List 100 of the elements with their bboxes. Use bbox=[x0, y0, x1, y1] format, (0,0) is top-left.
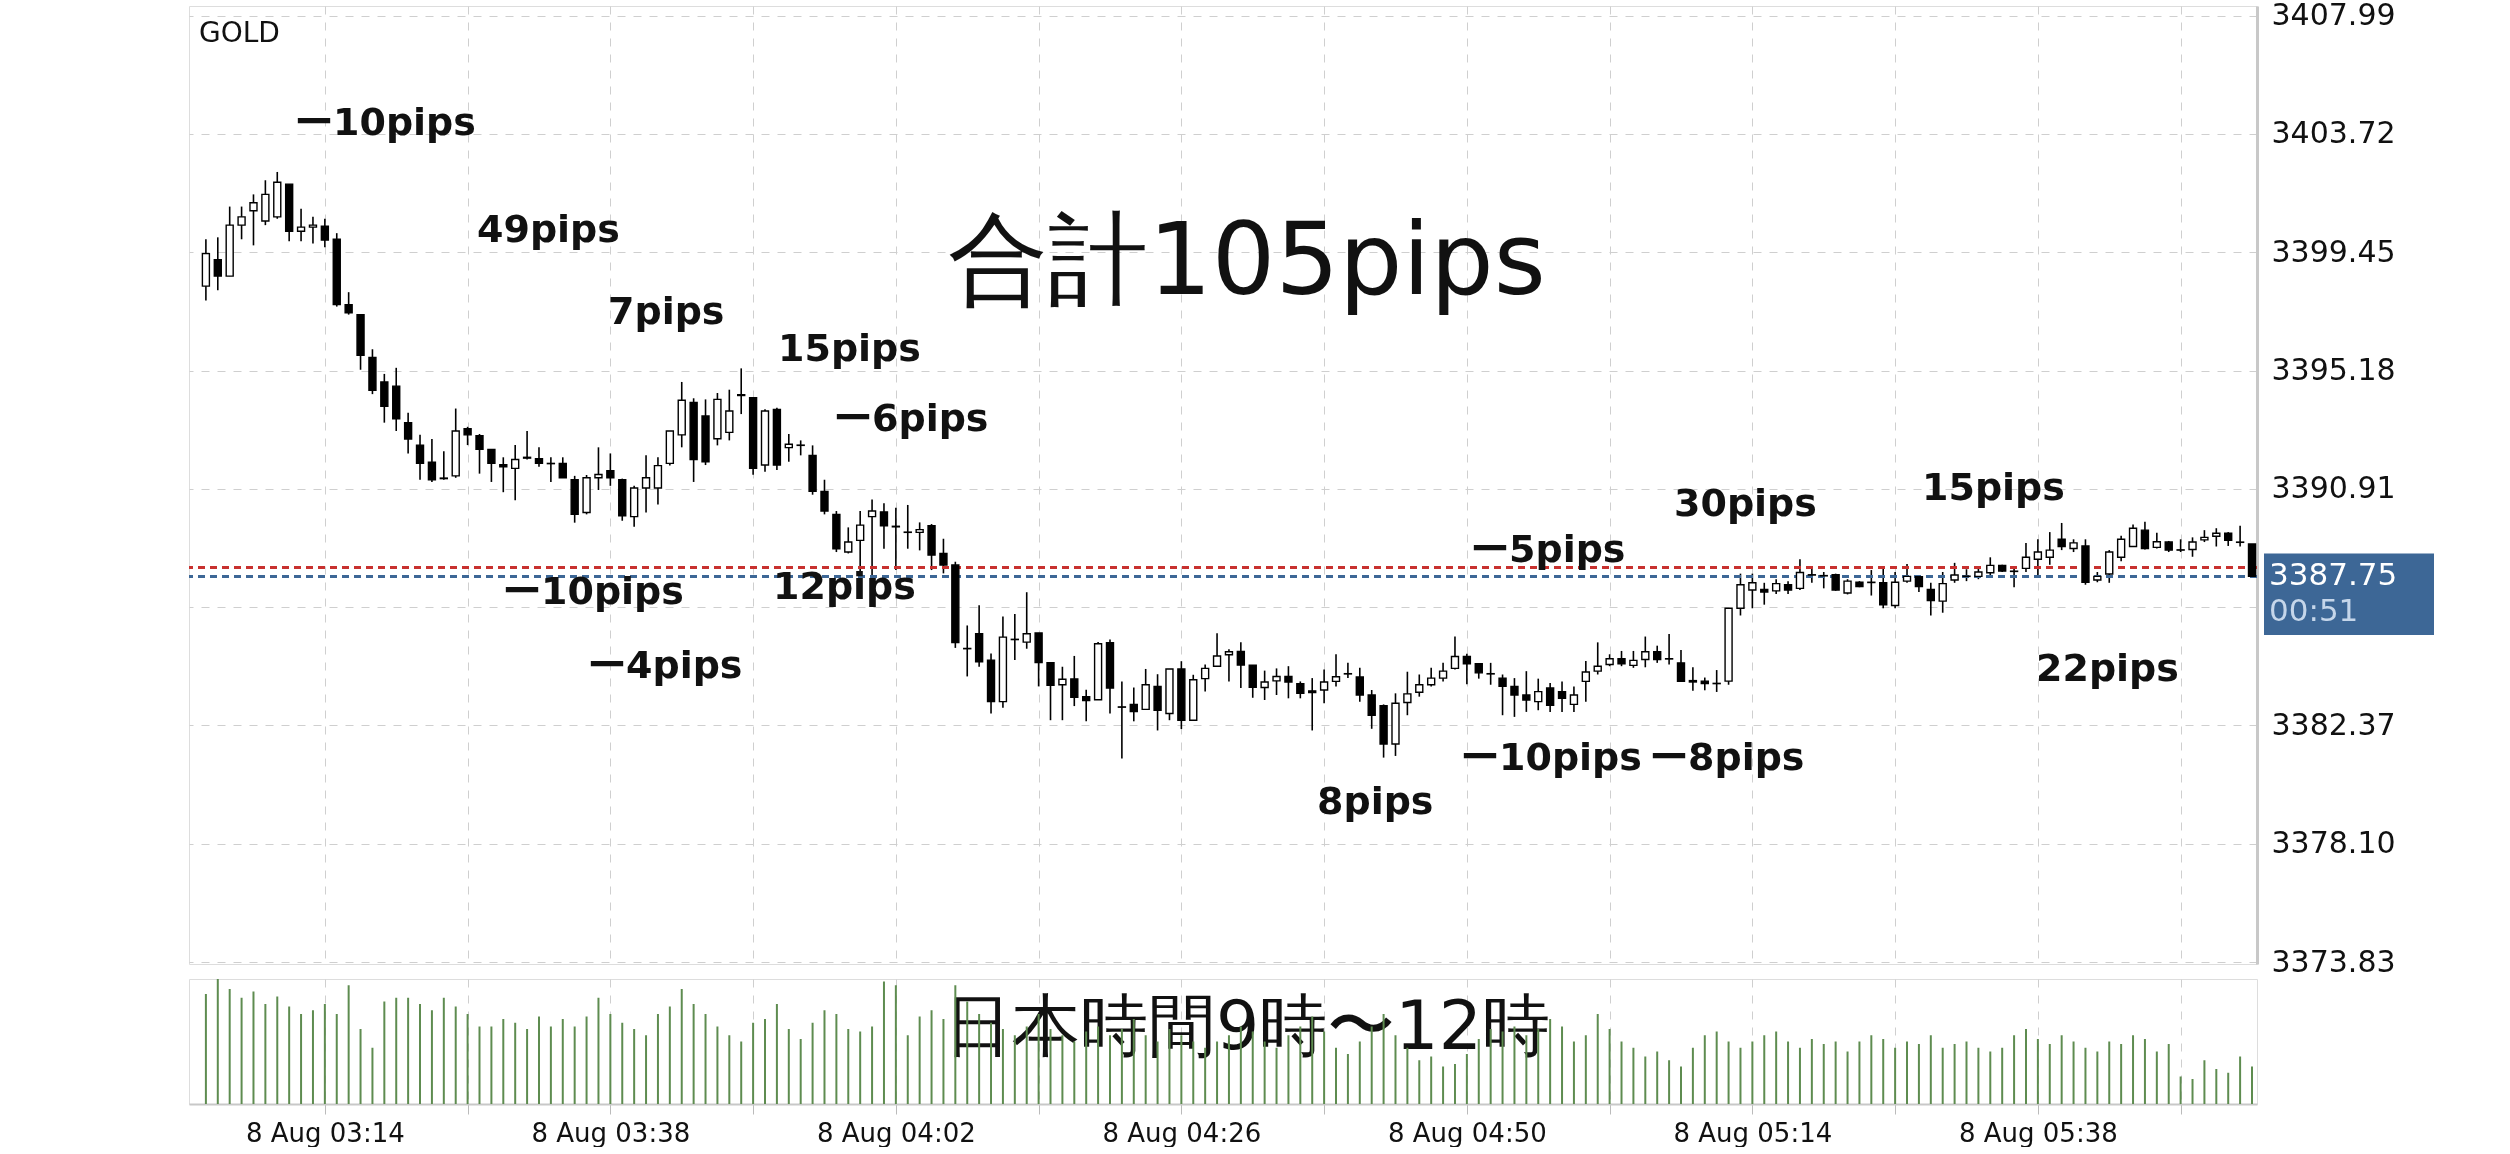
annotation: ー10pips bbox=[503, 569, 684, 614]
bar bbox=[1906, 1041, 1909, 1104]
bar bbox=[1477, 1039, 1480, 1104]
bar bbox=[787, 1029, 790, 1104]
bar bbox=[2215, 1069, 2218, 1104]
bar bbox=[1953, 1044, 1956, 1104]
candlestick bbox=[844, 526, 853, 555]
bar bbox=[1941, 1047, 1944, 1104]
candlestick bbox=[296, 207, 306, 243]
candlestick bbox=[320, 217, 330, 249]
bar bbox=[311, 1010, 314, 1104]
bar bbox=[597, 997, 600, 1104]
x-tick-label: 8 Aug 03:14 bbox=[245, 1117, 405, 1148]
bar bbox=[1787, 1041, 1790, 1104]
bar bbox=[930, 1010, 933, 1104]
bar bbox=[359, 1029, 362, 1104]
bar bbox=[442, 997, 445, 1104]
bar bbox=[2013, 1035, 2016, 1104]
candlestick bbox=[534, 446, 544, 468]
bar bbox=[1430, 1056, 1433, 1104]
annotation: 49pips bbox=[477, 207, 620, 252]
candlestick bbox=[1272, 667, 1281, 696]
candlestick bbox=[1510, 677, 1519, 718]
bar bbox=[2096, 1051, 2099, 1104]
x-tick-label: 8 Aug 04:02 bbox=[816, 1117, 976, 1148]
candlestick bbox=[1819, 571, 1828, 590]
bar bbox=[383, 1001, 386, 1104]
candlestick bbox=[1522, 670, 1531, 713]
candlestick bbox=[939, 537, 948, 575]
bar bbox=[1917, 1044, 1920, 1104]
candlestick bbox=[1331, 653, 1341, 688]
candlestick bbox=[1308, 677, 1317, 732]
bar bbox=[764, 1019, 767, 1104]
x-tick-label: 8 Aug 03:38 bbox=[531, 1117, 691, 1148]
bar bbox=[490, 1026, 493, 1104]
candlestick bbox=[1224, 648, 1234, 683]
bar bbox=[1644, 1056, 1647, 1104]
bar bbox=[1763, 1035, 1766, 1104]
candlestick bbox=[641, 454, 651, 514]
candlestick bbox=[1343, 662, 1353, 679]
ref-line-label: 3387.75 bbox=[2269, 556, 2398, 593]
annotation: ー10pips bbox=[295, 100, 476, 145]
bar bbox=[2120, 1044, 2123, 1104]
bar bbox=[942, 1019, 945, 1104]
candlestick bbox=[463, 426, 472, 446]
candlestick bbox=[1688, 666, 1698, 692]
candlestick bbox=[1593, 641, 1602, 676]
bar bbox=[633, 1029, 636, 1104]
bar bbox=[549, 1026, 552, 1104]
annotation: 15pips bbox=[1922, 464, 2065, 509]
bar bbox=[1798, 1047, 1801, 1104]
candlestick bbox=[1438, 662, 1448, 683]
annotation: 15pips bbox=[778, 326, 921, 371]
candlestick bbox=[1676, 649, 1686, 683]
bar bbox=[716, 1026, 719, 1104]
annotation: ー5pips bbox=[1471, 526, 1626, 571]
bar bbox=[1870, 1035, 1873, 1104]
bar bbox=[1739, 1047, 1742, 1104]
bar bbox=[1775, 1031, 1778, 1104]
bar bbox=[395, 997, 398, 1104]
candlestick bbox=[1760, 581, 1769, 606]
candlestick bbox=[1022, 591, 1031, 650]
bar bbox=[1894, 1047, 1897, 1104]
bar bbox=[1989, 1051, 1992, 1104]
bar bbox=[2155, 1051, 2158, 1104]
candlestick bbox=[1260, 669, 1269, 701]
candlestick bbox=[2235, 524, 2245, 548]
candlestick bbox=[2116, 534, 2126, 562]
bar bbox=[1406, 1047, 1409, 1104]
candlestick bbox=[1153, 673, 1162, 732]
bar bbox=[1977, 1047, 1980, 1104]
candlestick bbox=[903, 504, 912, 550]
candlestick bbox=[2105, 549, 2114, 584]
x-tick-label: 8 Aug 05:14 bbox=[1673, 1117, 1833, 1148]
bar bbox=[835, 1014, 838, 1104]
y-tick-label: 3399.45 bbox=[2271, 233, 2396, 269]
bar bbox=[859, 1031, 862, 1104]
annotation: ー8pips bbox=[1650, 735, 1805, 780]
bar bbox=[621, 1022, 624, 1104]
candlestick bbox=[891, 506, 901, 571]
bar bbox=[323, 1004, 326, 1104]
candlestick bbox=[1902, 563, 1912, 584]
bar bbox=[288, 1006, 291, 1104]
bar bbox=[609, 1014, 612, 1104]
candlestick bbox=[1545, 682, 1555, 713]
bar bbox=[228, 989, 231, 1104]
bar bbox=[1679, 1066, 1682, 1104]
bar bbox=[1715, 1031, 1718, 1104]
bar bbox=[2108, 1041, 2111, 1104]
candlestick bbox=[1486, 662, 1495, 686]
candlestick bbox=[1200, 663, 1210, 693]
bar bbox=[2072, 1041, 2075, 1104]
bar bbox=[811, 1022, 814, 1104]
candlestick bbox=[237, 205, 246, 241]
candlestick bbox=[213, 236, 222, 292]
candlestick bbox=[1462, 652, 1472, 685]
bar bbox=[680, 989, 683, 1104]
y-tick-label: 3395.18 bbox=[2271, 352, 2396, 388]
y-tick-label: 3378.10 bbox=[2271, 825, 2396, 861]
annotation: ー10pips bbox=[1461, 735, 1642, 780]
